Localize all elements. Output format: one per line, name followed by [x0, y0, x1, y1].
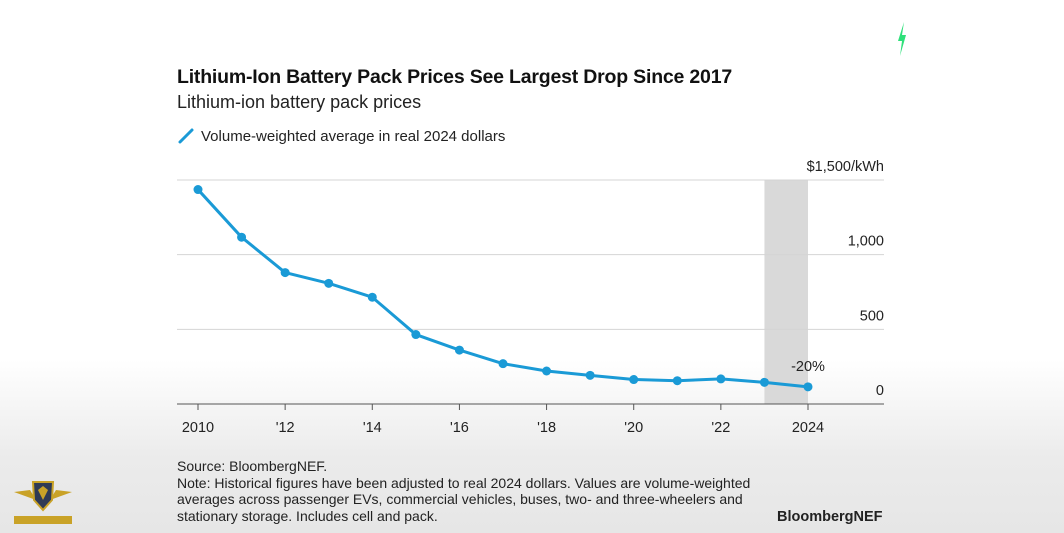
data-point [585, 370, 595, 380]
data-point [629, 375, 639, 385]
y-tick-label: 500 [860, 308, 884, 324]
legend-label: Volume-weighted average in real 2024 dol… [201, 127, 506, 145]
forum-logo-icon [14, 481, 72, 524]
data-point [193, 185, 203, 195]
lightning-bolt-icon [898, 22, 906, 56]
data-point [454, 345, 464, 355]
brand-logo-text: BloombergNEF [777, 509, 883, 525]
data-point [803, 382, 813, 392]
data-point [542, 366, 552, 376]
x-tick-label: '14 [363, 420, 382, 436]
annotation-label: -20% [791, 359, 825, 375]
y-tick-label: 1,000 [848, 234, 884, 250]
chart-title: Lithium-Ion Battery Pack Prices See Larg… [177, 66, 732, 88]
chart-subtitle: Lithium-ion battery pack prices [177, 92, 422, 112]
y-tick-label: $1,500/kWh [807, 159, 884, 175]
x-tick-label: '22 [711, 420, 730, 436]
data-point [237, 232, 247, 242]
data-point [280, 268, 290, 278]
x-tick-label: 2024 [792, 420, 824, 436]
series-line [196, 188, 810, 389]
data-point [672, 376, 682, 386]
highlight-band [764, 180, 808, 404]
x-tick-label: 2010 [182, 420, 214, 436]
y-tick-label: 0 [876, 383, 884, 399]
data-point [759, 377, 769, 387]
x-tick-label: '12 [276, 420, 295, 436]
diagonal-line-icon [178, 128, 194, 144]
data-point [498, 359, 508, 369]
data-point [716, 374, 726, 384]
x-tick-label: '18 [537, 420, 556, 436]
x-tick-label: '16 [450, 420, 469, 436]
x-tick-label: '20 [624, 420, 643, 436]
source-text: Source: BloombergNEF. [177, 458, 328, 474]
source-note: Source: BloombergNEF. Note: Historical f… [177, 458, 757, 524]
data-point [367, 292, 377, 302]
legend: Volume-weighted average in real 2024 dol… [177, 127, 505, 145]
note-text: Note: Historical figures have been adjus… [177, 474, 751, 524]
data-point [324, 278, 334, 288]
data-point [411, 330, 421, 340]
